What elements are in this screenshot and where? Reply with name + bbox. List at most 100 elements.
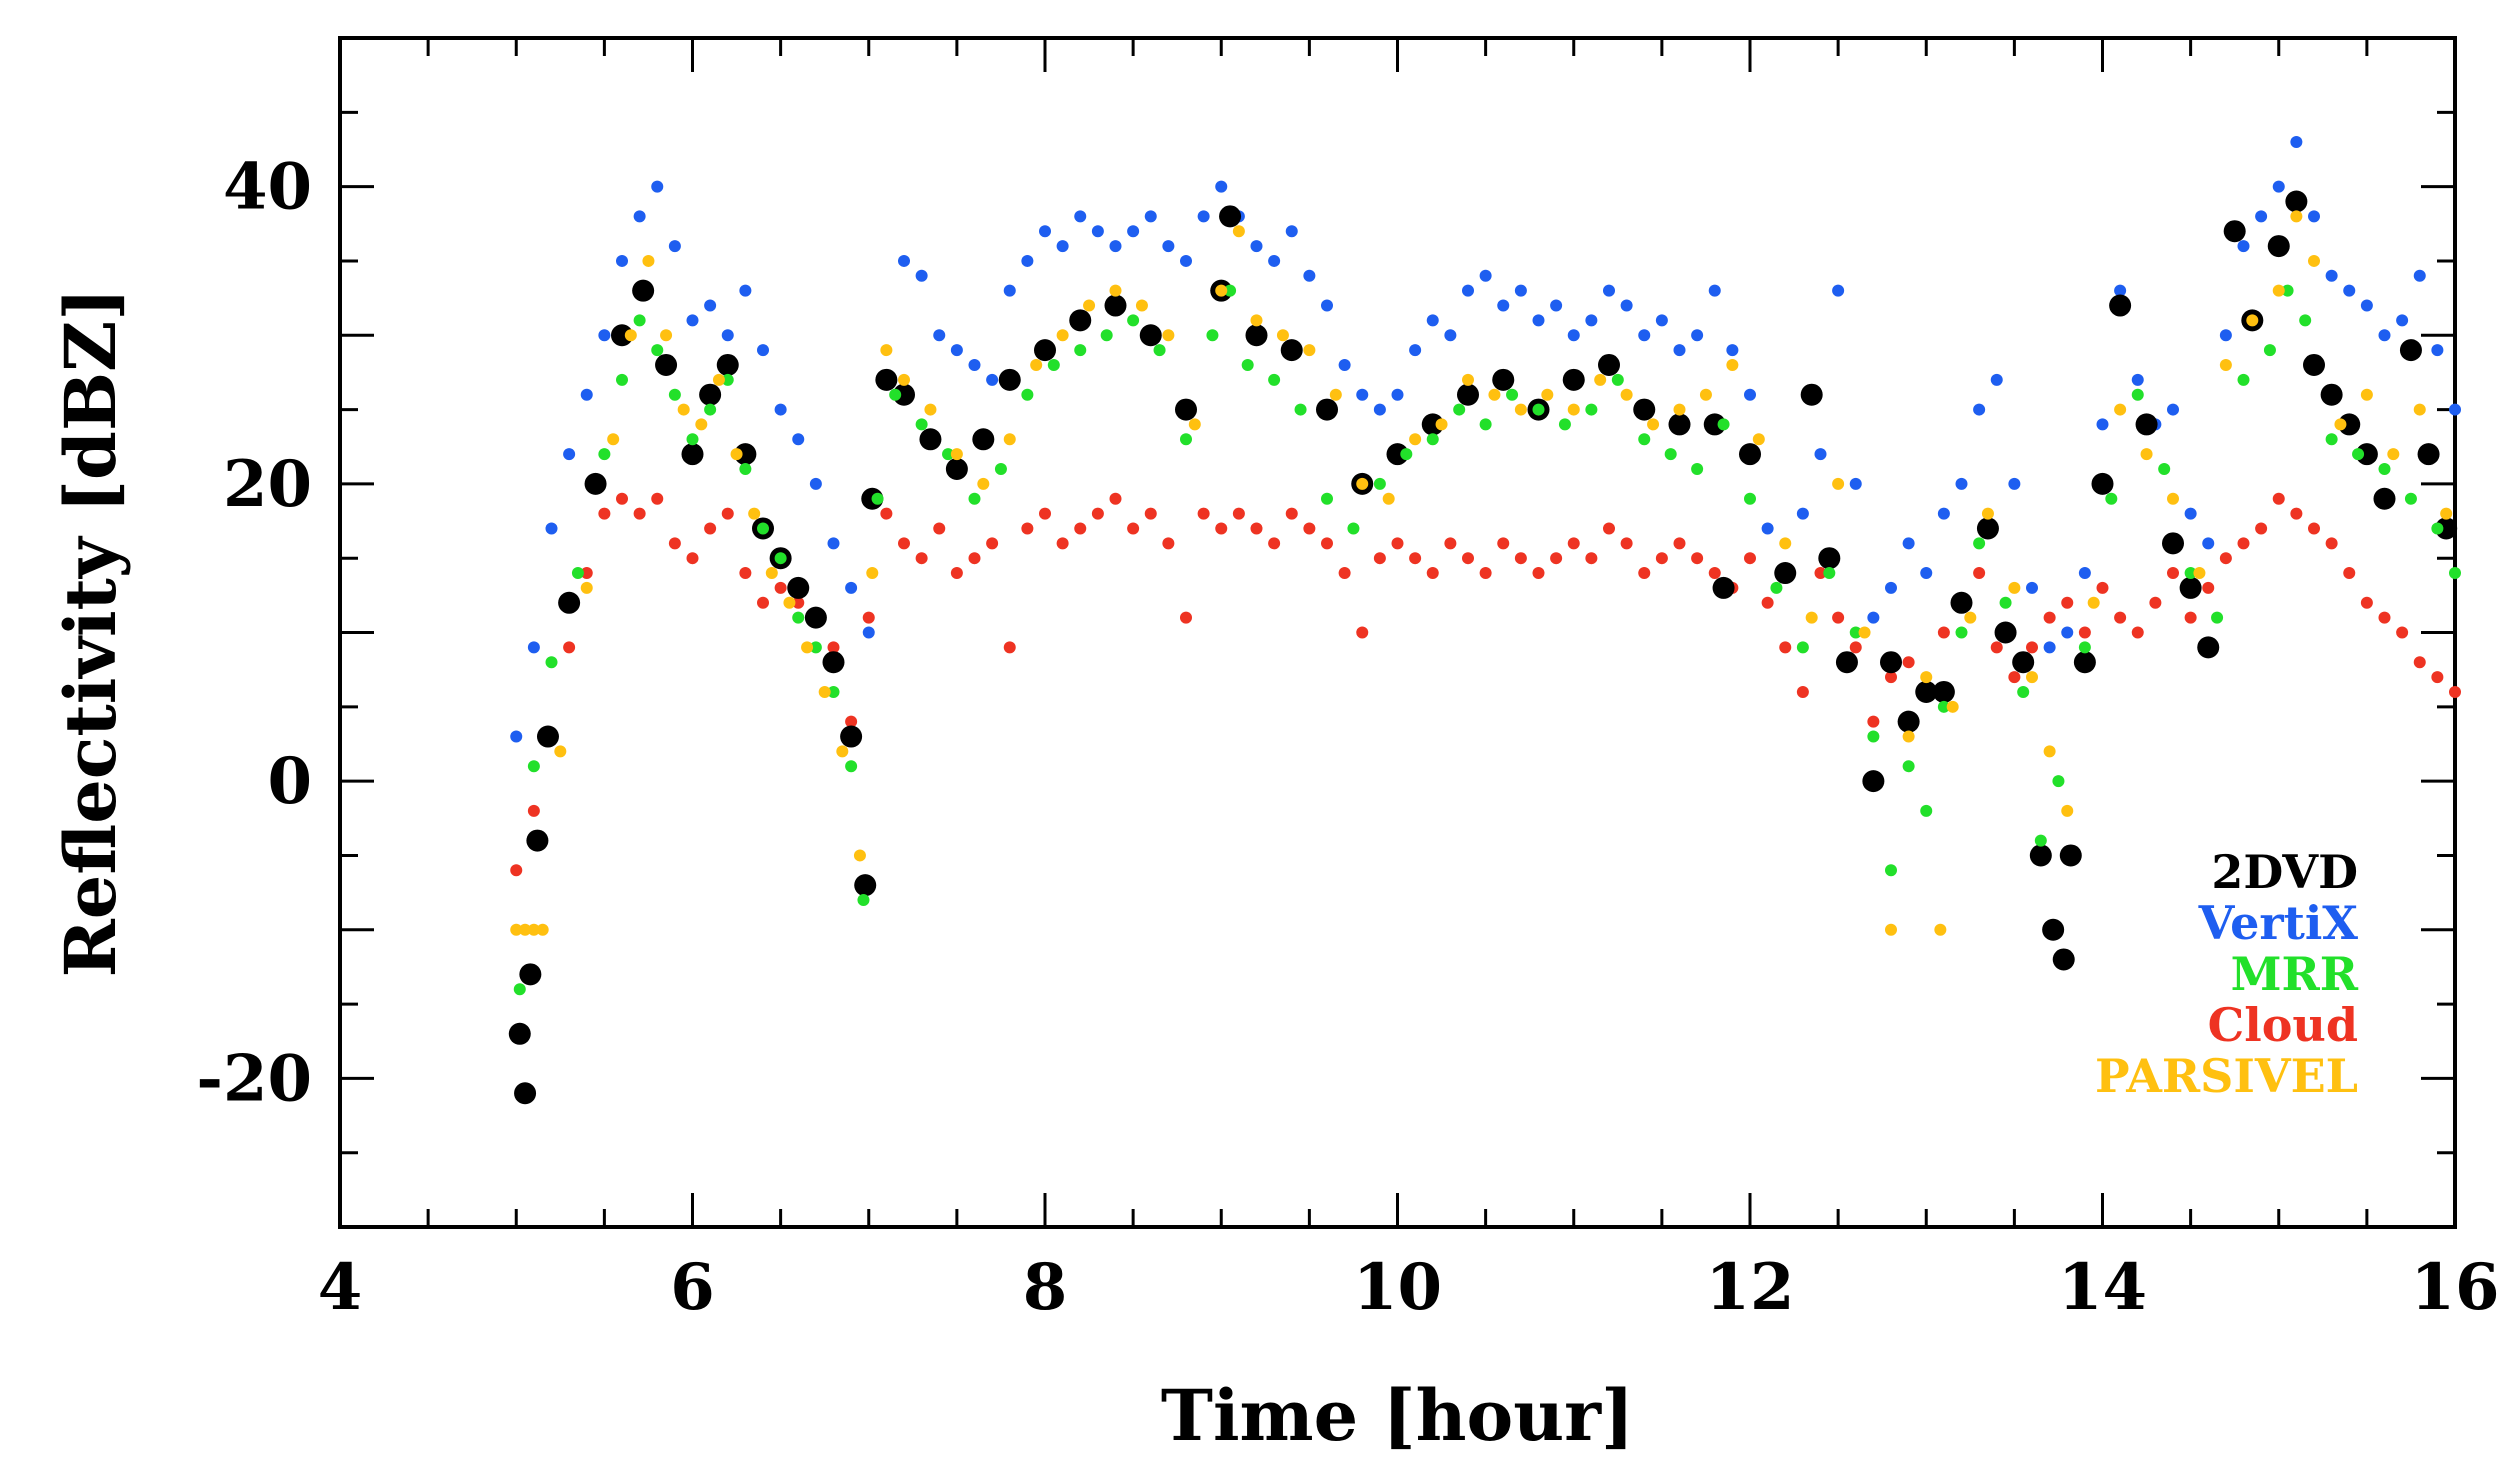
point-vertix bbox=[1462, 284, 1474, 297]
point-cloud bbox=[1426, 567, 1439, 580]
point-2dvd bbox=[1774, 562, 1797, 585]
point-mrr bbox=[1453, 403, 1466, 416]
point-cloud bbox=[2184, 611, 2197, 624]
point-vertix bbox=[1303, 269, 1316, 282]
point-2dvd bbox=[2223, 220, 2246, 243]
point-mrr bbox=[1770, 581, 1783, 594]
point-vertix bbox=[1497, 299, 1510, 312]
point-cloud bbox=[651, 492, 664, 505]
point-vertix bbox=[510, 730, 523, 743]
point-2dvd bbox=[1034, 339, 1056, 362]
point-mrr bbox=[1241, 358, 1254, 371]
point-cloud bbox=[1321, 537, 1333, 550]
point-2dvd bbox=[972, 428, 995, 451]
point-vertix bbox=[1321, 299, 1333, 312]
point-mrr bbox=[2299, 314, 2312, 327]
point-parsivel bbox=[1003, 433, 1016, 446]
point-parsivel bbox=[1920, 671, 1933, 684]
point-parsivel bbox=[1647, 418, 1660, 431]
point-vertix bbox=[563, 448, 576, 461]
point-cloud bbox=[1479, 567, 1492, 580]
point-cloud bbox=[774, 581, 787, 594]
point-vertix bbox=[2325, 269, 2338, 282]
point-cloud bbox=[1039, 507, 1051, 520]
point-vertix bbox=[1197, 210, 1210, 223]
point-parsivel bbox=[1435, 418, 1448, 431]
point-cloud bbox=[527, 804, 540, 817]
point-2dvd bbox=[716, 353, 739, 376]
point-cloud bbox=[1691, 552, 1704, 565]
point-parsivel bbox=[2087, 596, 2100, 609]
point-2dvd bbox=[584, 472, 607, 495]
point-mrr bbox=[1321, 492, 1333, 505]
point-2dvd bbox=[2059, 844, 2082, 867]
point-mrr bbox=[1823, 567, 1836, 580]
point-2dvd bbox=[558, 591, 581, 614]
x-axis-title: Time [hour] bbox=[1161, 1374, 1634, 1457]
x-tick-label: 4 bbox=[318, 1250, 363, 1325]
point-2dvd bbox=[2135, 413, 2158, 436]
point-mrr bbox=[598, 448, 611, 461]
point-cloud bbox=[2008, 671, 2021, 684]
point-mrr bbox=[513, 983, 526, 996]
point-parsivel bbox=[1964, 611, 1977, 624]
point-cloud bbox=[1514, 552, 1527, 565]
point-parsivel bbox=[1946, 700, 1959, 713]
point-mrr bbox=[1717, 418, 1730, 431]
point-vertix bbox=[2360, 299, 2373, 312]
point-cloud bbox=[2131, 626, 2144, 639]
point-2dvd bbox=[1457, 383, 1479, 406]
point-cloud bbox=[598, 507, 611, 520]
point-vertix bbox=[2378, 329, 2391, 342]
point-vertix bbox=[1338, 358, 1351, 371]
point-mrr bbox=[1100, 329, 1113, 342]
point-parsivel bbox=[527, 923, 540, 936]
point-vertix bbox=[1550, 299, 1563, 312]
point-vertix bbox=[2396, 314, 2409, 327]
point-cloud bbox=[1832, 611, 1845, 624]
point-parsivel bbox=[1162, 329, 1175, 342]
point-cloud bbox=[2343, 567, 2356, 580]
point-vertix bbox=[757, 344, 769, 357]
point-2dvd bbox=[2012, 651, 2035, 674]
point-2dvd bbox=[2417, 443, 2440, 466]
point-2dvd bbox=[1280, 339, 1303, 362]
point-2dvd bbox=[536, 725, 559, 748]
point-parsivel bbox=[554, 745, 567, 758]
point-2dvd bbox=[1932, 680, 1955, 703]
point-mrr bbox=[994, 463, 1007, 476]
point-parsivel bbox=[818, 685, 831, 698]
point-cloud bbox=[933, 522, 946, 535]
point-vertix bbox=[1814, 448, 1827, 461]
point-mrr bbox=[668, 388, 681, 401]
point-vertix bbox=[1885, 581, 1897, 594]
point-2dvd bbox=[1800, 383, 1823, 406]
point-vertix bbox=[1849, 477, 1862, 490]
legend-entry-cloud: Cloud bbox=[2208, 998, 2358, 1052]
point-2dvd bbox=[919, 428, 942, 451]
point-mrr bbox=[651, 344, 664, 357]
point-vertix bbox=[1409, 344, 1422, 357]
point-mrr bbox=[2352, 448, 2365, 461]
point-cloud bbox=[1620, 537, 1633, 550]
point-parsivel bbox=[1752, 433, 1765, 446]
point-parsivel bbox=[1699, 388, 1712, 401]
point-cloud bbox=[1849, 641, 1862, 654]
point-vertix bbox=[2114, 284, 2127, 297]
legend-entry-vertix: VertiX bbox=[2198, 896, 2359, 950]
point-mrr bbox=[2158, 463, 2171, 476]
point-parsivel bbox=[730, 448, 743, 461]
point-mrr bbox=[2034, 834, 2047, 847]
point-cloud bbox=[1250, 522, 1263, 535]
point-vertix bbox=[1620, 299, 1633, 312]
point-parsivel bbox=[1673, 403, 1686, 416]
point-vertix bbox=[651, 180, 664, 193]
point-parsivel bbox=[898, 373, 910, 386]
point-cloud bbox=[1673, 537, 1686, 550]
point-2dvd bbox=[840, 725, 863, 748]
point-cloud bbox=[2396, 626, 2409, 639]
point-mrr bbox=[616, 373, 628, 386]
point-2dvd bbox=[2162, 532, 2184, 555]
point-2dvd bbox=[893, 383, 915, 406]
point-2dvd bbox=[2267, 235, 2290, 258]
